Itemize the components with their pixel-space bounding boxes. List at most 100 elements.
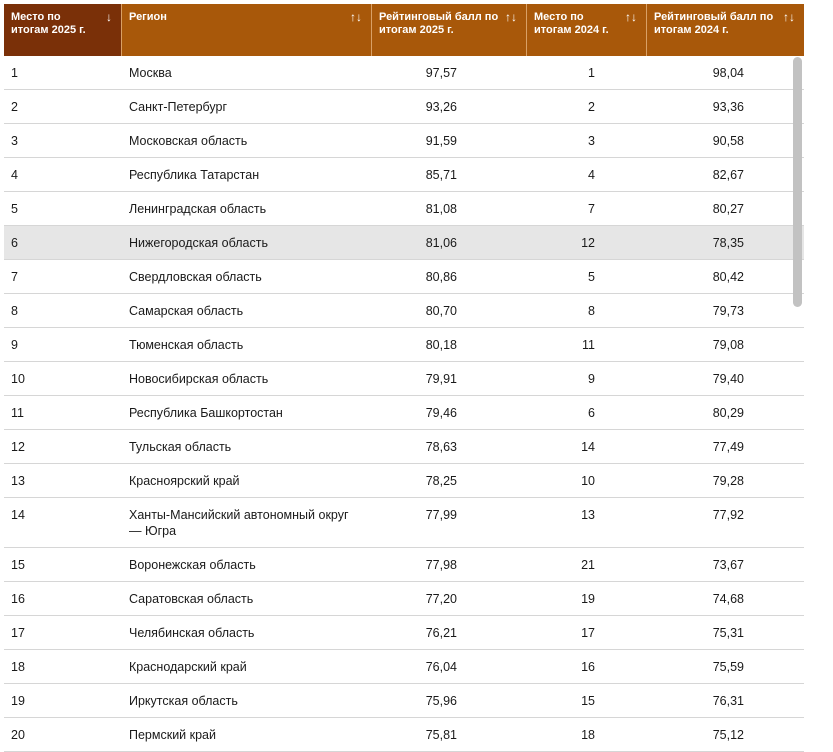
cell-region: Пермский край: [129, 728, 216, 742]
cell-region: Иркутская область: [129, 694, 238, 708]
table-body: 1 Москва 97,57 1 98,04 2 Санкт-Петербург 93,26 2…: [4, 56, 804, 752]
cell-place-2024: 18: [581, 728, 595, 742]
cell-place-2024: 4: [588, 168, 595, 182]
cell-place-2025: 11: [11, 406, 24, 420]
column-header-region[interactable]: Регион ↑↓: [122, 4, 372, 56]
cell-score-2024: 98,04: [712, 66, 744, 80]
table-row[interactable]: 18 Краснодарский край 76,04 16 75,59: [4, 650, 804, 684]
cell-place-2025: 15: [11, 558, 25, 572]
cell-score-2024: 93,36: [712, 100, 744, 114]
table-row[interactable]: 3 Московская область 91,59 3 90,58: [4, 124, 804, 158]
sort-icon[interactable]: ↑↓: [505, 10, 517, 24]
cell-score-2025: 76,21: [425, 626, 457, 640]
table-row[interactable]: 13 Красноярский край 78,25 10 79,28: [4, 464, 804, 498]
cell-region: Нижегородская область: [129, 236, 268, 250]
cell-score-2025: 81,06: [425, 236, 457, 250]
column-header-label: Рейтинговый балл по итогам 2025 г.: [379, 11, 499, 36]
table-row[interactable]: 8 Самарская область 80,70 8 79,73: [4, 294, 804, 328]
table-row[interactable]: 11 Республика Башкортостан 79,46 6 80,29: [4, 396, 804, 430]
cell-place-2025: 1: [11, 66, 18, 80]
cell-region: Воронежская область: [129, 558, 256, 572]
table-row[interactable]: 17 Челябинская область 76,21 17 75,31: [4, 616, 804, 650]
cell-region: Ханты-Мансийский автономный округ — Югра: [129, 508, 349, 538]
table-row[interactable]: 14 Ханты-Мансийский автономный округ — Юг…: [4, 498, 804, 548]
cell-region: Тульская область: [129, 440, 232, 454]
sort-icon[interactable]: ↑↓: [350, 10, 362, 24]
table-row[interactable]: 6 Нижегородская область 81,06 12 78,35: [4, 226, 804, 260]
cell-place-2025: 7: [11, 270, 18, 284]
table-row[interactable]: 19 Иркутская область 75,96 15 76,31: [4, 684, 804, 718]
cell-place-2025: 12: [11, 440, 25, 454]
column-header-label: Место по итогам 2025 г.: [11, 11, 86, 36]
cell-place-2024: 8: [588, 304, 595, 318]
table-row[interactable]: 2 Санкт-Петербург 93,26 2 93,36: [4, 90, 804, 124]
cell-score-2024: 79,28: [712, 474, 744, 488]
table-row[interactable]: 16 Саратовская область 77,20 19 74,68: [4, 582, 804, 616]
cell-score-2025: 91,59: [425, 134, 457, 148]
cell-score-2024: 77,92: [712, 508, 744, 522]
column-header-place-2025[interactable]: Место по итогам 2025 г. ↓: [4, 4, 122, 56]
sort-icon[interactable]: ↑↓: [625, 10, 637, 24]
cell-score-2024: 76,31: [712, 694, 744, 708]
cell-place-2025: 5: [11, 202, 18, 216]
cell-region: Челябинская область: [129, 626, 255, 640]
column-header-label: Место по итогам 2024 г.: [534, 11, 609, 36]
table-row[interactable]: 1 Москва 97,57 1 98,04: [4, 56, 804, 90]
cell-place-2025: 6: [11, 236, 18, 250]
table-row[interactable]: 5 Ленинградская область 81,08 7 80,27: [4, 192, 804, 226]
cell-place-2024: 12: [581, 236, 595, 250]
cell-place-2024: 15: [581, 694, 595, 708]
table-row[interactable]: 10 Новосибирская область 79,91 9 79,40: [4, 362, 804, 396]
cell-score-2024: 73,67: [712, 558, 744, 572]
column-header-score-2025[interactable]: Рейтинговый балл по итогам 2025 г. ↑↓: [372, 4, 527, 56]
table-row[interactable]: 12 Тульская область 78,63 14 77,49: [4, 430, 804, 464]
cell-region: Краснодарский край: [129, 660, 247, 674]
cell-score-2025: 78,63: [425, 440, 457, 454]
cell-place-2025: 20: [11, 728, 25, 742]
table-row[interactable]: 15 Воронежская область 77,98 21 73,67: [4, 548, 804, 582]
column-header-score-2024[interactable]: Рейтинговый балл по итогам 2024 г. ↑↓: [647, 4, 804, 56]
table-row[interactable]: 20 Пермский край 75,81 18 75,12: [4, 718, 804, 752]
cell-place-2025: 17: [11, 626, 25, 640]
table-row[interactable]: 4 Республика Татарстан 85,71 4 82,67: [4, 158, 804, 192]
sort-descending-icon[interactable]: ↓: [106, 10, 112, 24]
cell-score-2024: 77,49: [712, 440, 744, 454]
cell-place-2025: 9: [11, 338, 18, 352]
cell-score-2024: 80,29: [712, 406, 744, 420]
cell-score-2024: 79,40: [712, 372, 744, 386]
table-row[interactable]: 7 Свердловская область 80,86 5 80,42: [4, 260, 804, 294]
cell-place-2024: 17: [581, 626, 595, 640]
cell-score-2024: 78,35: [712, 236, 744, 250]
cell-place-2024: 10: [581, 474, 595, 488]
cell-region: Свердловская область: [129, 270, 262, 284]
cell-score-2025: 78,25: [425, 474, 457, 488]
cell-score-2025: 80,18: [425, 338, 457, 352]
cell-place-2025: 2: [11, 100, 18, 114]
cell-place-2024: 11: [582, 338, 595, 352]
scrollbar-thumb[interactable]: [793, 57, 802, 307]
cell-region: Республика Татарстан: [129, 168, 260, 182]
cell-score-2025: 85,71: [425, 168, 457, 182]
cell-region: Республика Башкортостан: [129, 406, 283, 420]
column-header-label: Рейтинговый балл по итогам 2024 г.: [654, 11, 774, 36]
cell-place-2025: 13: [11, 474, 25, 488]
cell-score-2025: 79,91: [425, 372, 457, 386]
column-header-place-2024[interactable]: Место по итогам 2024 г. ↑↓: [527, 4, 647, 56]
cell-place-2024: 13: [581, 508, 595, 522]
cell-region: Красноярский край: [129, 474, 240, 488]
cell-score-2025: 76,04: [425, 660, 457, 674]
cell-score-2024: 74,68: [712, 592, 744, 606]
sort-icon[interactable]: ↑↓: [783, 10, 795, 24]
cell-place-2024: 1: [588, 66, 595, 80]
cell-place-2025: 14: [11, 508, 25, 522]
cell-region: Саратовская область: [129, 592, 254, 606]
cell-place-2024: 7: [588, 202, 595, 216]
cell-score-2024: 90,58: [712, 134, 744, 148]
cell-region: Новосибирская область: [129, 372, 269, 386]
cell-region: Самарская область: [129, 304, 244, 318]
cell-place-2025: 4: [11, 168, 18, 182]
cell-place-2024: 6: [588, 406, 595, 420]
table-row[interactable]: 9 Тюменская область 80,18 11 79,08: [4, 328, 804, 362]
cell-place-2024: 9: [588, 372, 595, 386]
cell-score-2025: 80,86: [425, 270, 457, 284]
